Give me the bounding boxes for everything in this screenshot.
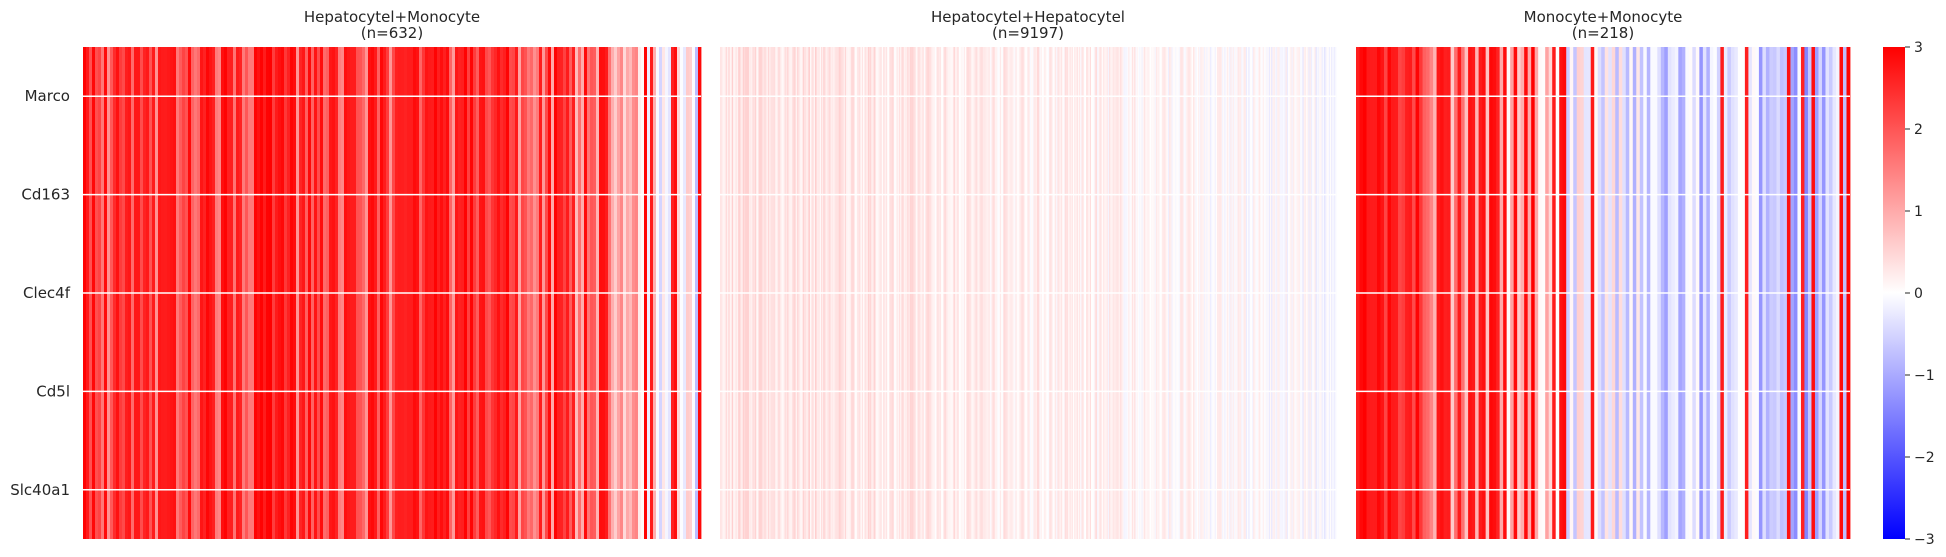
colorbar-tick-label: −1 (1914, 368, 1935, 384)
row-labels: Marco Cd163 Clec4f Cd5l Slc40a1 (10, 87, 70, 499)
panel-title-line: (n=632) (361, 24, 423, 42)
panel-title-line: Hepatocytel+Monocyte (304, 8, 480, 26)
heatmap-panel-3: Monocyte+Monocyte(n=218) (1356, 8, 1851, 539)
panel-title-line: Monocyte+Monocyte (1524, 8, 1683, 26)
colorbar-ticks: 3 2 1 0 −1 −2 −3 (1905, 40, 1935, 548)
row-label: Slc40a1 (10, 481, 70, 499)
row-label: Marco (25, 87, 70, 105)
panel-title-line: Hepatocytel+Hepatocytel (931, 8, 1125, 26)
colorbar-tick-label: 3 (1914, 40, 1923, 56)
panel-title-line: (n=9197) (992, 24, 1064, 42)
colorbar: 3 2 1 0 −1 −2 −3 (1883, 40, 1935, 548)
panel-title-line: (n=218) (1572, 24, 1634, 42)
colorbar-tick-label: −3 (1914, 532, 1935, 548)
colorbar-tick-label: −2 (1914, 450, 1935, 466)
colorbar-tick-label: 0 (1914, 286, 1923, 302)
colorbar-tick-label: 2 (1914, 122, 1923, 138)
heatmap-panel-1: Hepatocytel+Monocyte(n=632) (83, 8, 702, 539)
row-label: Clec4f (23, 284, 71, 302)
heatmap-panel-2: Hepatocytel+Hepatocytel(n=9197) (720, 8, 1337, 539)
heatmap-panels: Hepatocytel+Monocyte(n=632)Hepatocytel+H… (83, 8, 1851, 539)
colorbar-gradient (1883, 47, 1905, 539)
colorbar-tick-label: 1 (1914, 204, 1923, 220)
row-label: Cd5l (36, 382, 70, 400)
row-label: Cd163 (21, 186, 70, 204)
